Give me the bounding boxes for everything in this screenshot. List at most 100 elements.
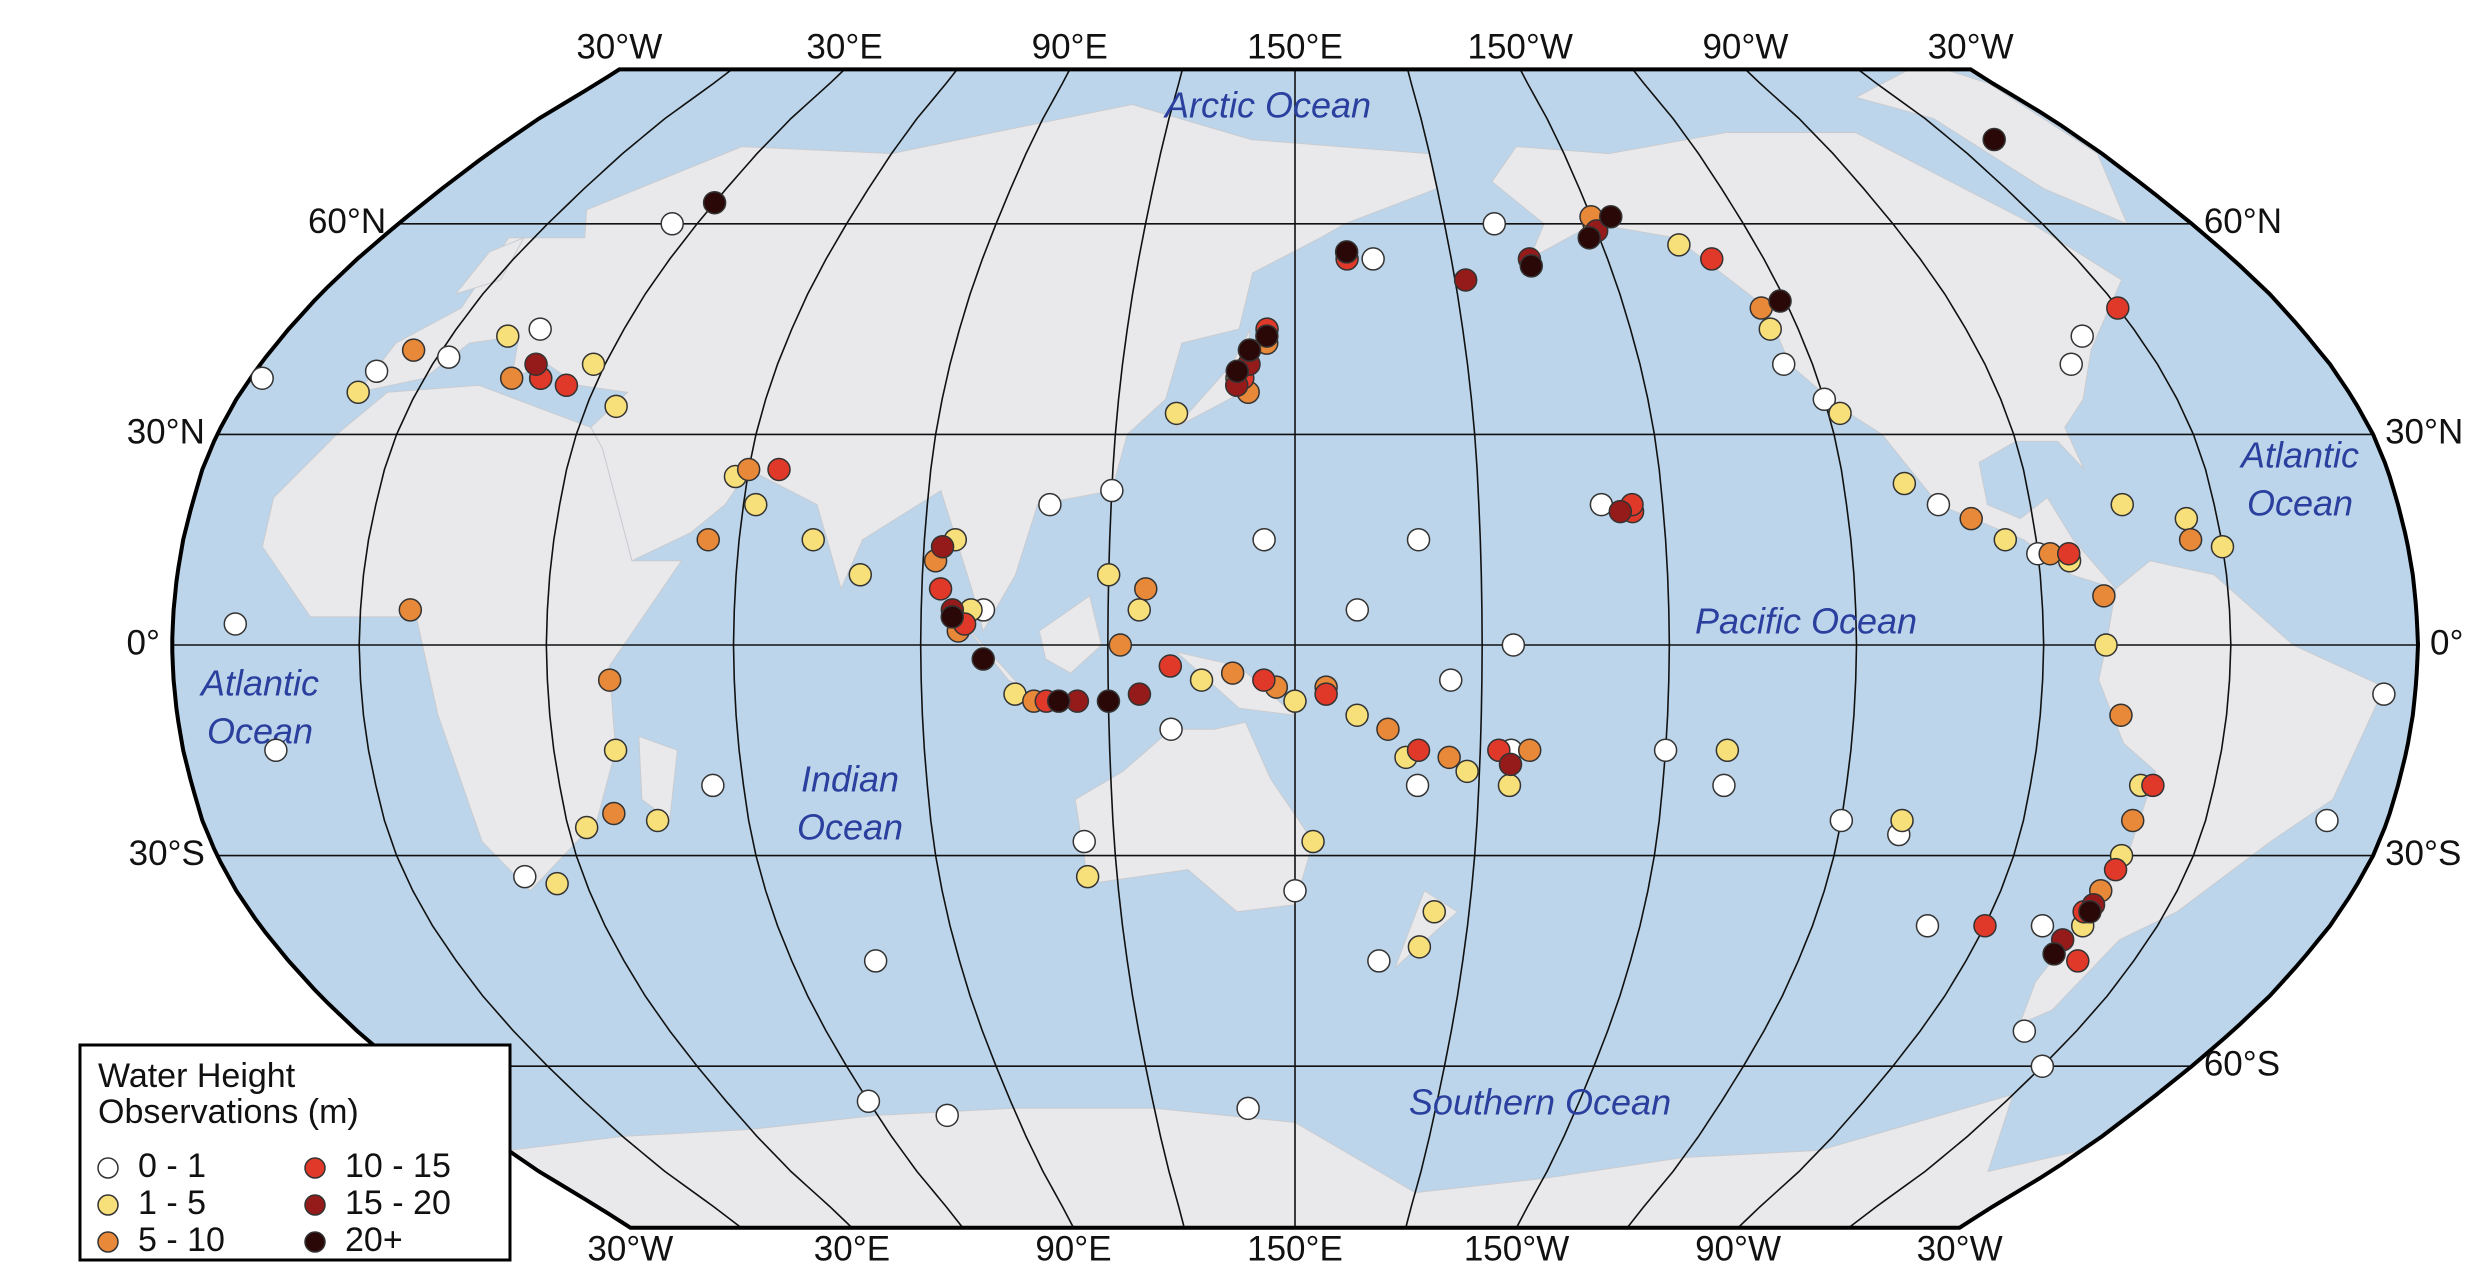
observation-point — [1498, 752, 1523, 777]
parallel-label: 30°S — [2385, 834, 2461, 873]
ocean-label: Pacific Ocean — [1695, 601, 1917, 642]
observation-point — [1993, 527, 2018, 552]
observation-point — [2030, 1054, 2055, 1078]
observation-point — [702, 190, 727, 215]
ocean-label: Ocean — [207, 711, 313, 752]
ocean-label: Ocean — [2247, 483, 2353, 524]
observation-point — [398, 598, 423, 622]
observation-point — [574, 815, 599, 840]
meridian-label: 150°W — [1464, 1229, 1569, 1268]
meridian-label: 90°E — [1035, 1229, 1111, 1268]
observation-point — [1829, 808, 1854, 833]
observation-point — [1158, 654, 1183, 678]
observation-point — [1220, 661, 1245, 685]
observation-point — [1127, 598, 1151, 622]
observation-point — [1915, 914, 1940, 938]
meridian — [919, 69, 1075, 1228]
observation-point — [930, 534, 955, 559]
ocean-label: Arctic Ocean — [1163, 85, 1371, 126]
meridian — [1626, 69, 1858, 1228]
observation-point — [1255, 324, 1279, 348]
legend-box — [78, 1043, 512, 1262]
observation-point — [1497, 773, 1522, 798]
landmass — [454, 236, 526, 295]
observation-point — [1314, 682, 1338, 706]
observation-point — [499, 366, 524, 390]
observation-point — [1376, 717, 1400, 741]
observation-point — [602, 801, 626, 826]
observation-point — [1599, 205, 1623, 229]
observation-point — [971, 647, 995, 671]
observation-point — [1236, 1096, 1260, 1121]
parallel-label: 60°N — [2204, 202, 2282, 241]
parallel-label: 30°S — [129, 834, 205, 873]
observation-point — [223, 612, 248, 636]
observation-point — [1715, 738, 1740, 763]
landmass — [261, 384, 683, 892]
legend-label: 10 - 15 — [345, 1147, 451, 1185]
observation-point — [1345, 703, 1369, 727]
observation-point — [2012, 1019, 2037, 1043]
observation-point — [1768, 289, 1792, 313]
meridian-label: 90°W — [1702, 27, 1788, 66]
observation-point — [1367, 949, 1391, 973]
observation-point — [2094, 633, 2118, 657]
observation-point — [264, 738, 288, 763]
map-outline — [170, 67, 2421, 1230]
meridian — [545, 69, 853, 1228]
observation-point — [1712, 773, 1736, 798]
observation-point — [1482, 212, 1507, 236]
meridian — [1515, 69, 1671, 1228]
observation-point — [1407, 935, 1432, 959]
observation-point — [1653, 738, 1678, 763]
observation-point — [1096, 563, 1121, 587]
legend-label: 0 - 1 — [138, 1147, 206, 1185]
observation-point — [545, 871, 569, 896]
observation-point — [1334, 240, 1359, 264]
observation-point — [2030, 914, 2055, 938]
observation-point — [1108, 633, 1133, 657]
observation-point — [1577, 226, 1601, 250]
observation-point — [1437, 745, 1461, 770]
observation-point — [1252, 668, 1276, 692]
observation-point — [1072, 829, 1096, 854]
legend-label: 20+ — [345, 1221, 403, 1259]
parallel-label: 30°N — [2385, 413, 2463, 452]
observation-point — [2042, 942, 2066, 966]
observation-point — [1075, 864, 1100, 889]
observation-point — [1812, 387, 1837, 412]
legend-label: 5 - 10 — [138, 1221, 225, 1259]
meridian-label: 150°W — [1468, 27, 1573, 66]
observation-point — [1926, 492, 1951, 517]
observation-point — [604, 394, 628, 419]
observation-point — [364, 359, 389, 383]
observation-point — [1406, 527, 1431, 552]
meridian-label: 30°W — [576, 27, 662, 66]
observation-point — [401, 338, 426, 362]
ocean-label: Ocean — [797, 807, 903, 848]
observation-point — [1189, 668, 1214, 692]
observation-point — [2106, 296, 2130, 320]
observation-point — [1405, 773, 1430, 798]
observation-point — [1758, 317, 1783, 341]
observation-point — [1973, 914, 1997, 938]
observation-point — [524, 352, 548, 376]
observation-point — [1406, 738, 1431, 763]
observation-point — [2110, 492, 2135, 517]
observation-point — [346, 380, 370, 405]
observation-point — [2178, 527, 2203, 552]
observation-point — [2174, 506, 2199, 531]
meridian-label: 30°E — [814, 1229, 890, 1268]
observation-point — [1771, 352, 1796, 376]
observation-point — [2070, 324, 2094, 348]
observation-point — [1301, 829, 1325, 854]
observation-point — [1439, 668, 1463, 692]
meridian-label: 90°E — [1032, 27, 1108, 66]
ocean-label: Southern Ocean — [1409, 1082, 1671, 1123]
landmass — [638, 735, 678, 822]
landmass — [1038, 595, 1103, 674]
observation-point — [1237, 338, 1262, 362]
observation-point — [863, 949, 888, 973]
